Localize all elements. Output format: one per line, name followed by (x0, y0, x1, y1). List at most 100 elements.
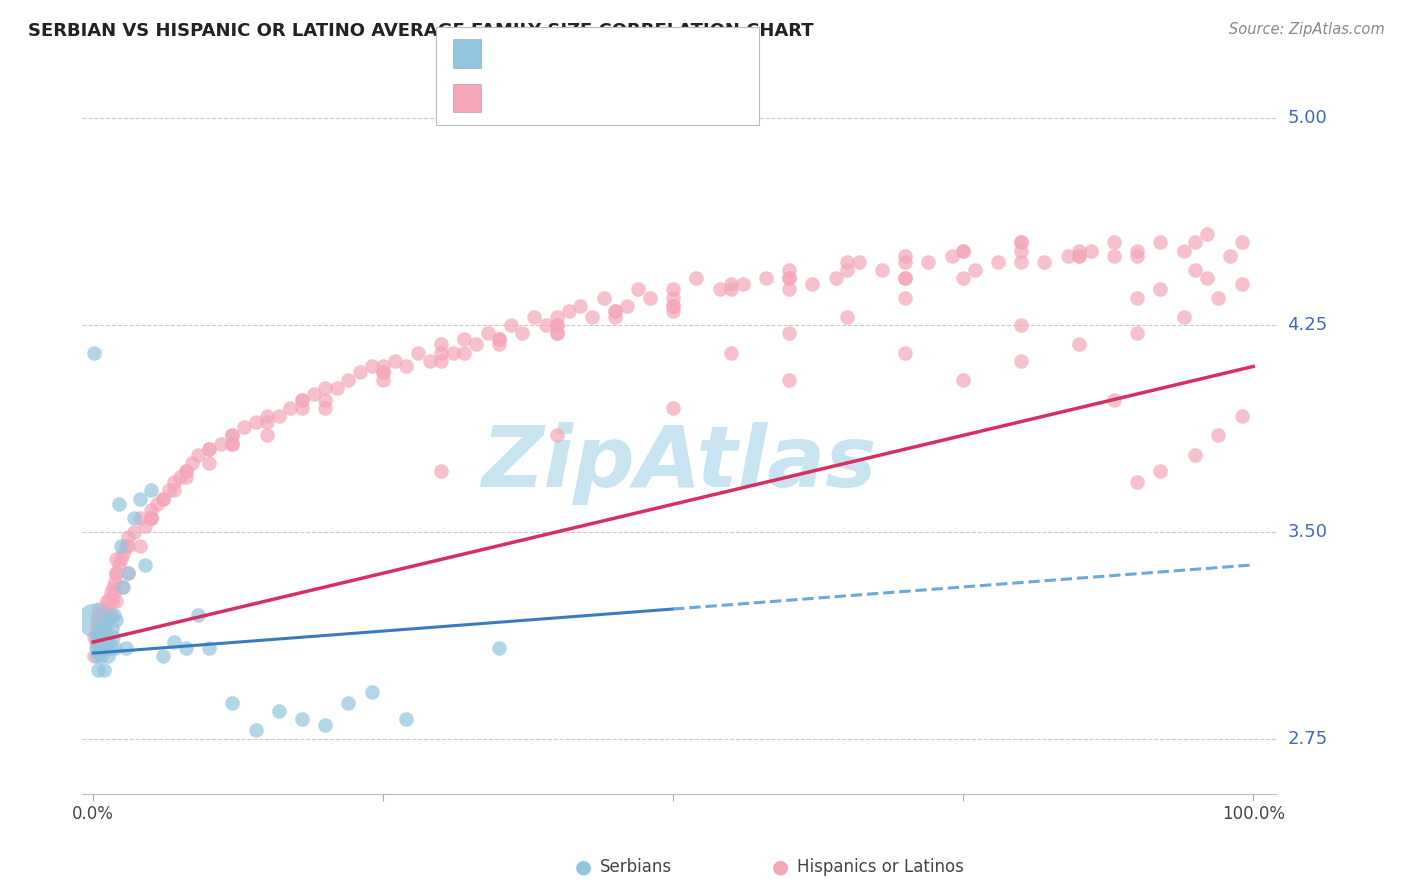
Point (952, 244, 974, 258)
Point (110, 552, 132, 566)
Point (1195, 227, 1218, 241)
Point (97, 648, 120, 663)
Point (720, 345, 742, 359)
Point (103, 607, 125, 622)
Point (1069, 249, 1091, 263)
Point (1173, 244, 1195, 258)
Point (546, 310, 568, 324)
Point (430, 464, 453, 478)
Point (662, 291, 685, 305)
Point (141, 511, 163, 525)
Point (112, 580, 135, 594)
Point (90, 648, 112, 663)
Point (360, 684, 382, 698)
Point (569, 299, 592, 313)
Point (337, 373, 360, 387)
Point (100, 621, 122, 635)
Point (1126, 475, 1149, 490)
Point (453, 345, 475, 359)
Point (198, 442, 221, 457)
Point (662, 299, 685, 313)
Point (256, 428, 278, 442)
Point (96, 630, 118, 644)
Point (894, 345, 917, 359)
Point (894, 249, 917, 263)
Point (778, 263, 800, 277)
Point (1069, 337, 1091, 351)
Point (837, 263, 859, 277)
Point (638, 291, 661, 305)
Point (198, 442, 221, 457)
Point (917, 254, 939, 268)
Point (1126, 244, 1149, 258)
Point (101, 580, 124, 594)
Point (152, 648, 174, 663)
Text: R =: R = (488, 90, 524, 108)
Point (87, 602, 110, 616)
Point (93, 663, 115, 677)
Point (110, 539, 132, 553)
Point (94, 640, 117, 655)
Point (1126, 291, 1149, 305)
Point (180, 456, 202, 470)
Point (1102, 235, 1125, 250)
Point (778, 326, 800, 341)
Text: ZipAtlas: ZipAtlas (481, 422, 877, 505)
Point (107, 497, 129, 511)
Point (1010, 318, 1032, 332)
Point (662, 304, 685, 318)
Point (360, 359, 382, 374)
Point (1184, 448, 1206, 462)
Point (453, 332, 475, 346)
Point (1010, 235, 1032, 250)
Point (141, 511, 163, 525)
Point (198, 640, 221, 655)
Point (101, 630, 124, 644)
Point (1069, 244, 1091, 258)
Point (174, 464, 197, 478)
Point (488, 337, 510, 351)
Point (114, 640, 136, 655)
Text: 2.75: 2.75 (1288, 730, 1327, 747)
Point (605, 310, 627, 324)
Point (198, 456, 221, 470)
Point (256, 415, 278, 429)
Point (89, 635, 111, 649)
Point (837, 310, 859, 324)
Point (163, 475, 186, 490)
Point (592, 291, 614, 305)
Point (1149, 464, 1171, 478)
Point (114, 539, 136, 553)
Point (209, 436, 232, 450)
Point (291, 712, 314, 726)
Point (941, 249, 963, 263)
Point (280, 401, 302, 415)
Text: 4.25: 4.25 (1288, 316, 1327, 334)
Point (96, 602, 118, 616)
Text: N =: N = (581, 45, 617, 63)
Point (558, 304, 581, 318)
Point (163, 635, 186, 649)
Point (395, 712, 418, 726)
Point (134, 519, 156, 533)
Point (89, 635, 111, 649)
Point (837, 254, 859, 268)
Point (546, 318, 568, 332)
Point (146, 497, 169, 511)
Point (546, 326, 568, 341)
Point (169, 469, 191, 483)
Point (291, 401, 314, 415)
Point (314, 382, 336, 396)
Point (245, 415, 267, 429)
Point (94, 635, 117, 649)
Point (141, 502, 163, 516)
Point (98, 635, 121, 649)
Point (1033, 254, 1056, 268)
Point (93, 621, 115, 635)
Point (1149, 235, 1171, 250)
Point (84, 640, 107, 655)
Point (221, 428, 243, 442)
Point (93, 613, 115, 627)
Point (86, 630, 108, 644)
Point (952, 271, 974, 285)
